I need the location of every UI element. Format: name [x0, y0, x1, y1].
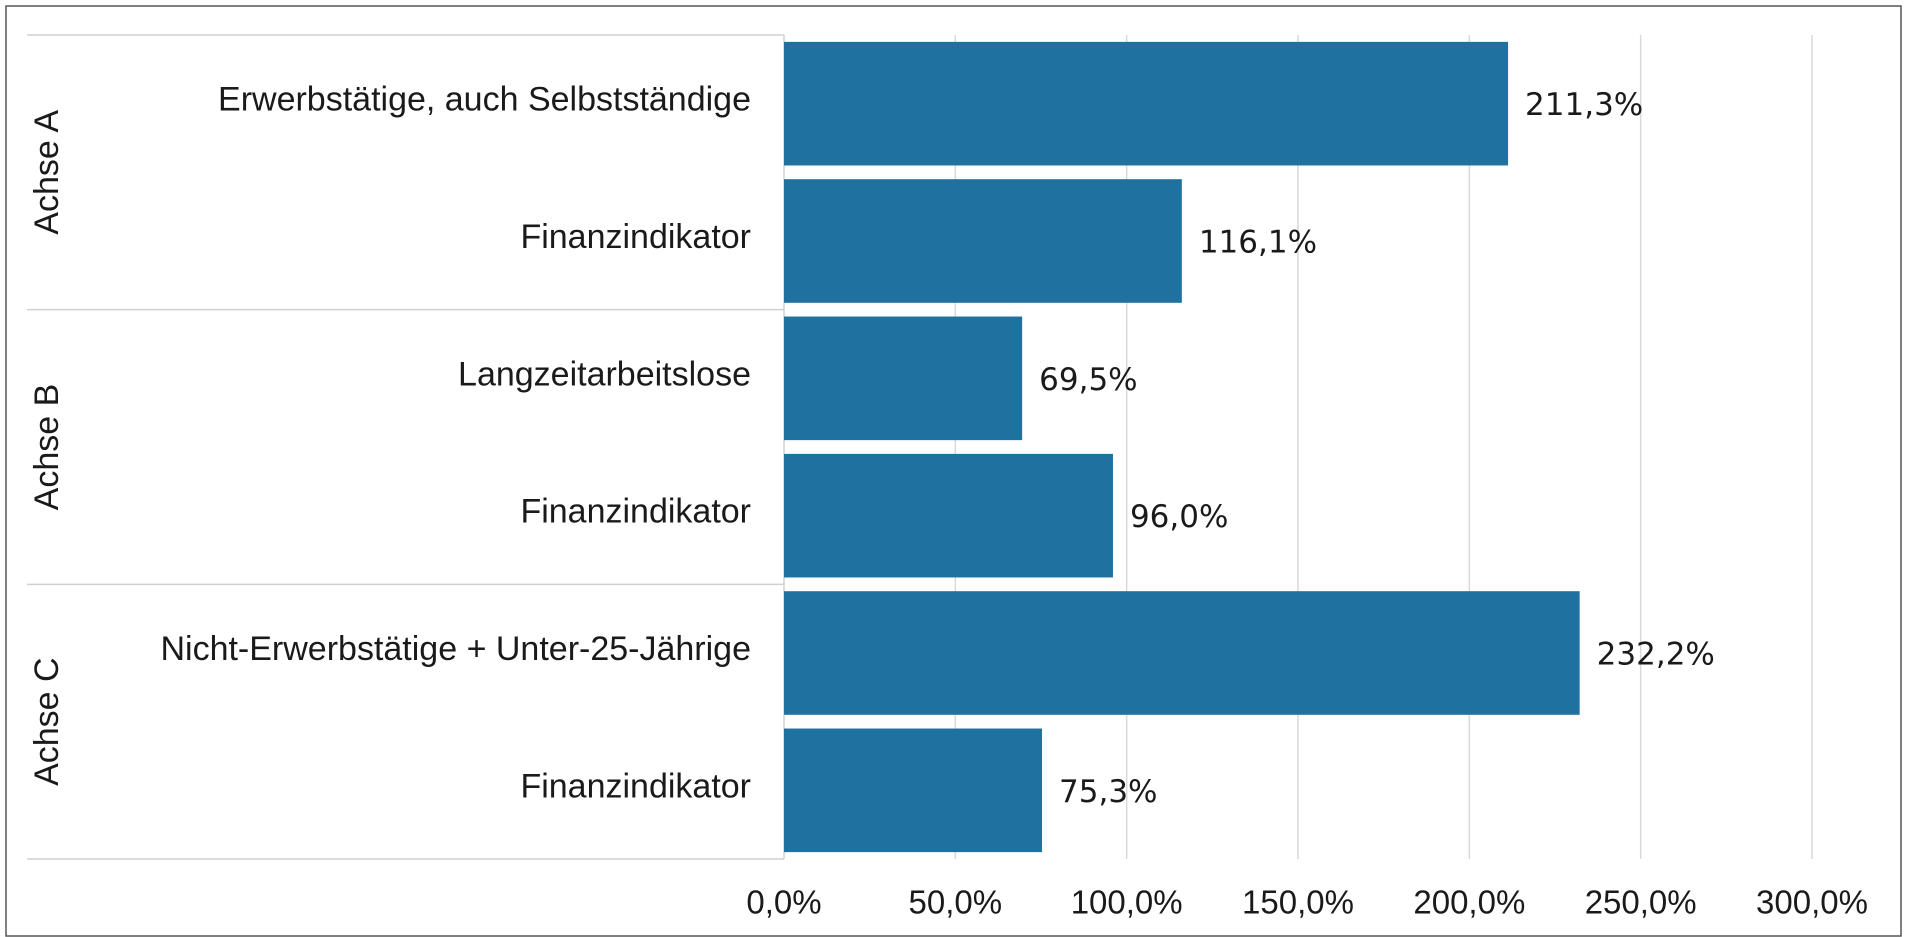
bar	[784, 453, 1113, 578]
x-tick-label: 250,0%	[1585, 884, 1697, 921]
group-label: Achse B	[28, 384, 66, 511]
category-label: Erwerbstätige, auch Selbstständige	[218, 81, 751, 119]
x-tick-label: 200,0%	[1413, 884, 1525, 921]
category-label: Finanzindikator	[520, 218, 751, 256]
bar	[784, 41, 1509, 166]
category-label: Finanzindikator	[520, 767, 751, 805]
group-label: Achse C	[28, 657, 66, 786]
bar	[784, 316, 1023, 441]
bar	[784, 179, 1182, 303]
value-label: 69,5%	[1039, 362, 1137, 398]
category-label: Nicht-Erwerbstätige + Unter-25-Jährige	[160, 630, 751, 668]
x-tick-label: 150,0%	[1242, 884, 1354, 921]
value-label: 96,0%	[1130, 499, 1228, 535]
value-label: 232,2%	[1597, 637, 1715, 673]
bar	[784, 591, 1580, 715]
x-tick-label: 50,0%	[909, 884, 1003, 921]
category-label: Langzeitarbeitslose	[458, 355, 751, 393]
x-tick-label: 300,0%	[1756, 884, 1868, 921]
group-label: Achse A	[28, 110, 66, 235]
x-tick-label: 0,0%	[746, 884, 821, 921]
x-tick-label: 100,0%	[1071, 884, 1183, 921]
value-label: 211,3%	[1525, 87, 1643, 123]
value-label: 116,1%	[1199, 225, 1317, 261]
frame	[5, 5, 1902, 937]
value-label: 75,3%	[1059, 774, 1157, 810]
bar	[784, 728, 1043, 853]
category-label: Finanzindikator	[520, 493, 751, 531]
